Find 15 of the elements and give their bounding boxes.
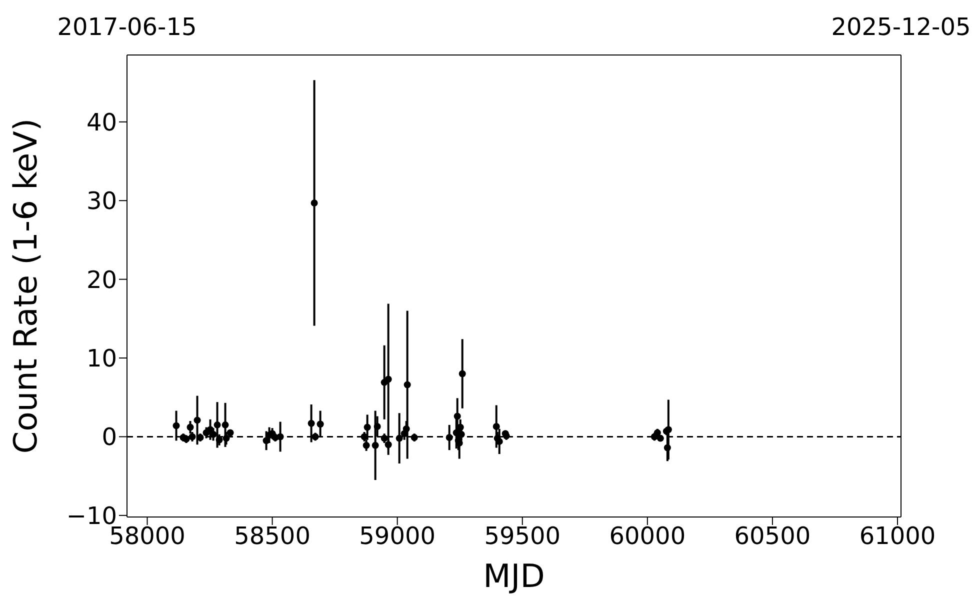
x-tick-label: 60500 [734, 522, 811, 550]
x-axis-title: MJD [483, 557, 545, 595]
y-tick-label: 20 [86, 266, 117, 294]
y-tick-label: 30 [86, 187, 117, 216]
y-tick-label: 10 [86, 344, 117, 373]
y-tick-label: 40 [86, 108, 117, 136]
x2-tick-label: 2025-12-05 [831, 13, 971, 41]
x-tick-label: 59500 [484, 522, 561, 550]
x-tick-label: 61000 [859, 522, 936, 550]
x2-tick-label: 2017-06-15 [57, 13, 197, 41]
x-tick-label: 60000 [609, 522, 686, 550]
y-tick-label: 0 [102, 423, 117, 452]
x-tick-label: 58500 [234, 522, 310, 550]
y-axis-title: Count Rate (1-6 keV) [6, 118, 44, 454]
x-tick-label: 59000 [359, 522, 436, 550]
